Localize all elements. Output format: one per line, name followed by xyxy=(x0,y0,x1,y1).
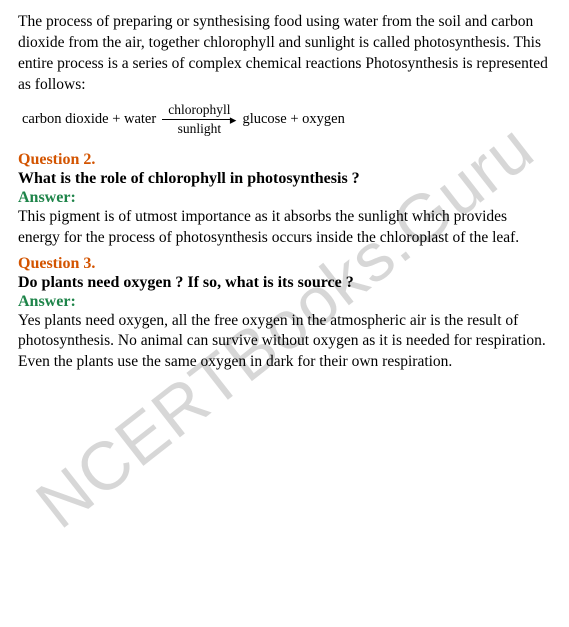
photosynthesis-equation: carbon dioxide + water chlorophyll ▸ sun… xyxy=(22,102,551,137)
question-2-text: What is the role of chlorophyll in photo… xyxy=(18,170,551,188)
page-content: The process of preparing or synthesising… xyxy=(0,0,569,391)
intro-paragraph: The process of preparing or synthesising… xyxy=(18,12,551,96)
question-2-label: Question 2. xyxy=(18,151,551,169)
question-3-label: Question 3. xyxy=(18,255,551,273)
equation-catalyst-top: chlorophyll xyxy=(162,102,236,119)
answer-3-label: Answer: xyxy=(18,293,551,311)
equation-catalyst-bottom: sunlight xyxy=(172,120,228,137)
equation-arrow: chlorophyll ▸ sunlight xyxy=(162,102,236,137)
question-3-text: Do plants need oxygen ? If so, what is i… xyxy=(18,274,551,292)
answer-2-label: Answer: xyxy=(18,189,551,207)
answer-2-text: This pigment is of utmost importance as … xyxy=(18,207,551,249)
equation-products: glucose + oxygen xyxy=(242,111,344,128)
equation-reactants: carbon dioxide + water xyxy=(22,111,156,128)
answer-3-text: Yes plants need oxygen, all the free oxy… xyxy=(18,311,551,374)
